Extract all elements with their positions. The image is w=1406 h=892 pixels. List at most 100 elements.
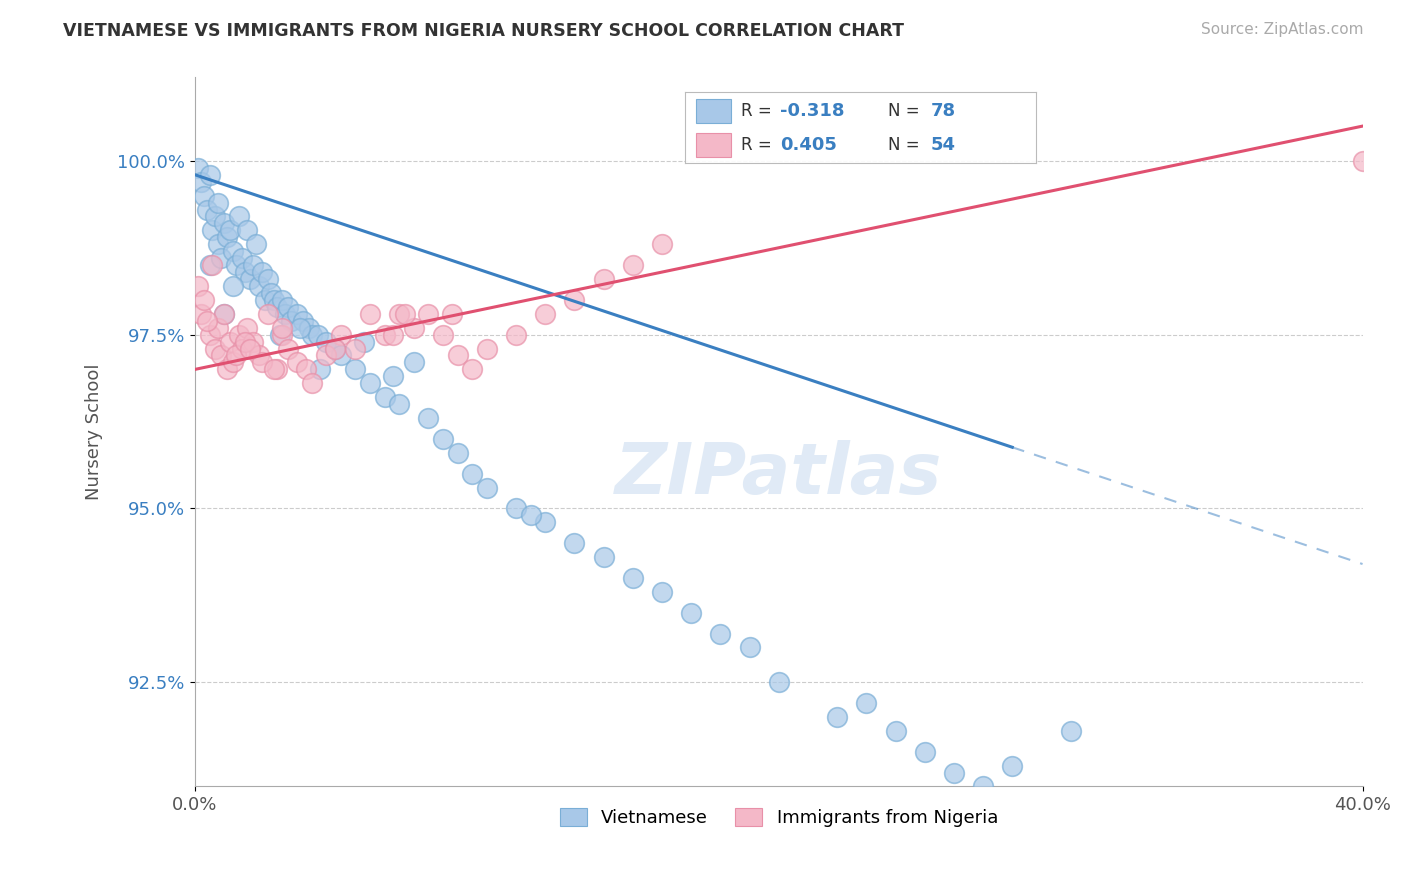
Point <box>374 390 396 404</box>
Point <box>219 223 242 237</box>
Point <box>233 265 256 279</box>
Point <box>231 342 253 356</box>
Point <box>768 675 790 690</box>
Point <box>285 355 308 369</box>
Point <box>201 223 224 237</box>
Point <box>432 327 454 342</box>
Point <box>307 327 329 342</box>
Point <box>972 780 994 794</box>
Point <box>942 765 965 780</box>
Point <box>271 320 294 334</box>
Point <box>222 279 245 293</box>
Text: Source: ZipAtlas.com: Source: ZipAtlas.com <box>1201 22 1364 37</box>
Point <box>207 320 229 334</box>
Point <box>193 293 215 307</box>
Point <box>219 334 242 349</box>
Point <box>193 188 215 202</box>
Point <box>440 307 463 321</box>
Point <box>209 251 232 265</box>
Point <box>359 376 381 391</box>
Point <box>222 355 245 369</box>
Point <box>564 293 586 307</box>
Point <box>187 161 209 175</box>
Point <box>592 272 614 286</box>
Point <box>204 210 226 224</box>
Point <box>1059 723 1081 738</box>
Point <box>195 314 218 328</box>
Point <box>207 195 229 210</box>
Point <box>344 362 367 376</box>
Point <box>280 314 302 328</box>
Point <box>738 640 761 655</box>
Point <box>274 307 297 321</box>
Point <box>505 501 527 516</box>
Point <box>247 349 270 363</box>
Point <box>242 334 264 349</box>
Point <box>225 258 247 272</box>
Point <box>329 327 352 342</box>
Point <box>247 279 270 293</box>
Point <box>855 696 877 710</box>
Point <box>198 327 221 342</box>
Point <box>231 251 253 265</box>
Point <box>228 327 250 342</box>
Point <box>519 508 541 523</box>
Point <box>266 362 288 376</box>
Point <box>204 342 226 356</box>
Point <box>461 467 484 481</box>
Point <box>263 293 285 307</box>
Point <box>271 293 294 307</box>
Point <box>245 237 267 252</box>
Point <box>402 355 425 369</box>
Point <box>388 397 411 411</box>
Point <box>215 230 238 244</box>
Point <box>353 334 375 349</box>
Point <box>239 342 262 356</box>
Point <box>394 307 416 321</box>
Point <box>233 334 256 349</box>
Point <box>709 626 731 640</box>
Point <box>592 550 614 565</box>
Point <box>209 349 232 363</box>
Point <box>505 327 527 342</box>
Point <box>681 606 703 620</box>
Point <box>1351 153 1374 168</box>
Point <box>228 210 250 224</box>
Point <box>291 314 314 328</box>
Point <box>382 327 405 342</box>
Point <box>195 202 218 217</box>
Point <box>359 307 381 321</box>
Point <box>242 258 264 272</box>
Point <box>269 327 291 342</box>
Point <box>323 342 346 356</box>
Point <box>277 300 299 314</box>
Point <box>295 362 318 376</box>
Point <box>564 536 586 550</box>
Point <box>534 516 557 530</box>
Point <box>382 369 405 384</box>
Point <box>461 362 484 376</box>
Point <box>257 307 280 321</box>
Point <box>250 265 273 279</box>
Point <box>266 300 288 314</box>
Y-axis label: Nursery School: Nursery School <box>86 364 103 500</box>
Point <box>277 342 299 356</box>
Point <box>621 571 644 585</box>
Point <box>201 258 224 272</box>
Point <box>236 223 259 237</box>
Point <box>446 446 468 460</box>
Point <box>534 307 557 321</box>
Point <box>212 307 235 321</box>
Point <box>374 327 396 342</box>
Point <box>315 334 337 349</box>
Point <box>309 362 332 376</box>
Point <box>432 432 454 446</box>
Point <box>301 376 323 391</box>
Point <box>225 349 247 363</box>
Point <box>402 320 425 334</box>
Point <box>212 216 235 230</box>
Point <box>825 710 848 724</box>
Point <box>914 745 936 759</box>
Legend: Vietnamese, Immigrants from Nigeria: Vietnamese, Immigrants from Nigeria <box>553 800 1005 834</box>
Point <box>388 307 411 321</box>
